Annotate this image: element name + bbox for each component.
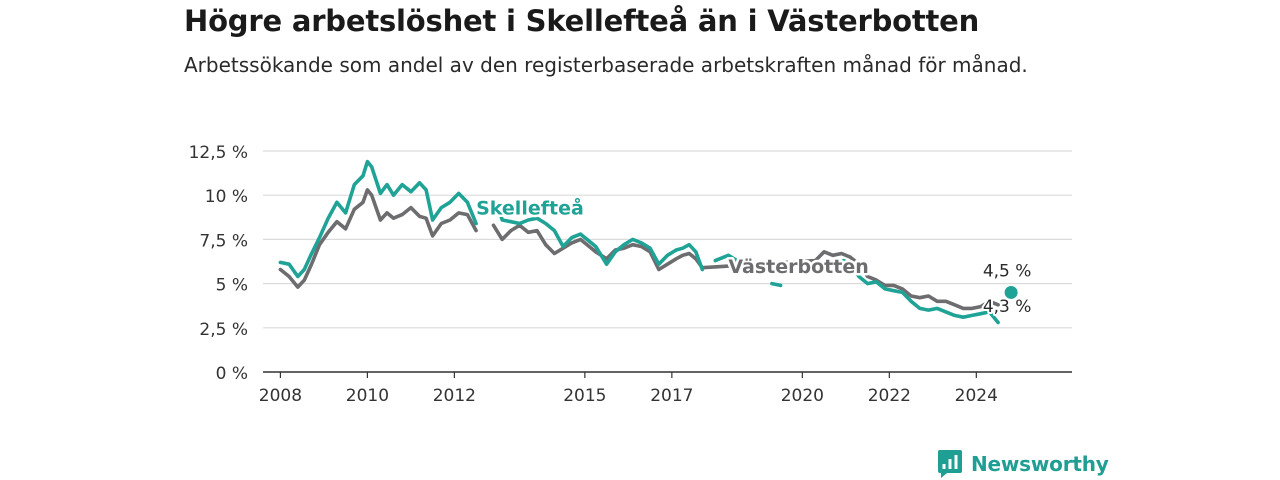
chart-subtitle: Arbetssökande som andel av den registerb… <box>184 53 1028 77</box>
x-tick-label: 2012 <box>433 386 476 406</box>
value-label: 4,5 % <box>983 262 1032 282</box>
series-line-skellefte- <box>713 253 739 263</box>
annotation-labels: Skellefteå Västerbotten 4,5 % 4,3 % <box>474 193 1034 319</box>
gridlines <box>263 150 1072 373</box>
y-axis-tick-labels: 0 % 2,5 % 5 % 7,5 % 10 % 12,5 % <box>189 143 248 384</box>
bar-chart-speech-bubble-icon <box>938 450 962 478</box>
value-label: 4,3 % <box>983 297 1032 317</box>
x-tick-label: 2008 <box>259 386 302 406</box>
y-tick-label: 12,5 % <box>189 143 248 163</box>
brand-name: Newsworthy <box>971 452 1109 476</box>
y-tick-label: 0 % <box>216 364 248 384</box>
x-axis-tick-labels: 2008 2010 2012 2015 2017 2020 2022 2024 <box>259 372 998 406</box>
series-label-skellefte-: Skellefteå <box>476 196 584 220</box>
chart-title: Högre arbetslöshet i Skellefteå än i Väs… <box>184 4 980 38</box>
x-tick-label: 2017 <box>650 386 693 406</box>
series-line-skellefte- <box>815 258 1000 325</box>
x-tick-label: 2024 <box>955 386 998 406</box>
series-line-skellefte- <box>770 281 783 288</box>
series-line-skellefte- <box>278 159 478 279</box>
x-tick-label: 2010 <box>346 386 389 406</box>
x-tick-label: 2015 <box>563 386 606 406</box>
end-point-marker <box>1004 285 1018 299</box>
y-tick-label: 10 % <box>205 187 248 207</box>
y-tick-label: 5 % <box>216 276 248 296</box>
series-line-v-sterbotten <box>278 188 478 289</box>
y-tick-label: 2,5 % <box>199 320 248 340</box>
x-tick-label: 2022 <box>868 386 911 406</box>
series-label-v-sterbotten: Västerbotten <box>728 256 868 278</box>
series-lines <box>278 159 1018 325</box>
series-line-skellefte- <box>489 198 705 272</box>
x-tick-label: 2020 <box>781 386 824 406</box>
series-line-v-sterbotten <box>491 223 1000 311</box>
newsworthy-logo[interactable]: Newsworthy <box>937 449 1109 479</box>
y-tick-label: 7,5 % <box>199 231 248 251</box>
